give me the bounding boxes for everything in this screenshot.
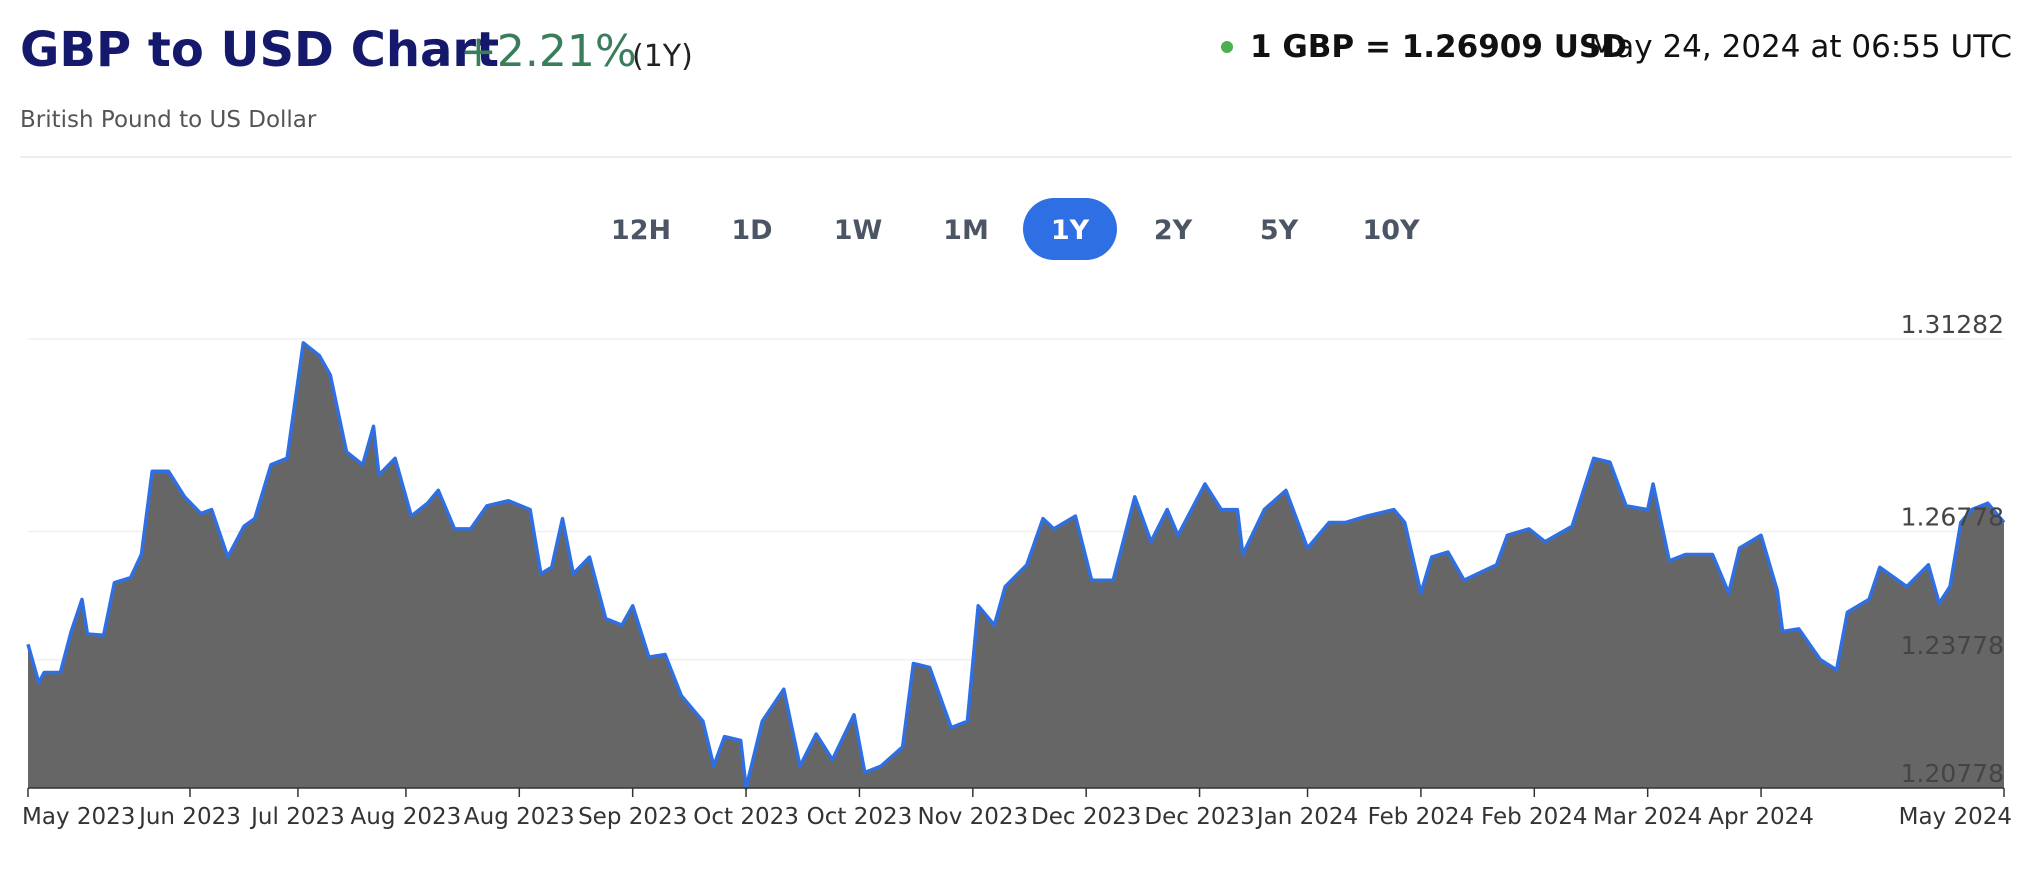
x-tick-label: Oct 2023 (693, 804, 799, 830)
y-tick-label: 1.26778 (1901, 503, 2004, 532)
x-tick-label: Oct 2023 (807, 804, 913, 830)
x-tick-label: Aug 2023 (351, 804, 462, 830)
range-button-label: 1D (731, 215, 772, 246)
page-title: GBP to USD Chart (20, 22, 499, 78)
rate-quote: 1 GBP = 1.26909 USD (1250, 29, 1627, 65)
range-button[interactable]: 10Y (1362, 215, 1420, 246)
y-tick-label: 1.23778 (1901, 631, 2004, 660)
range-button[interactable]: 1D (731, 215, 772, 246)
range-button-label: 12H (611, 215, 671, 246)
x-tick-label: Apr 2024 (1708, 804, 1814, 830)
range-button-label: 1W (834, 215, 883, 246)
x-tick-label: Jan 2024 (1255, 804, 1358, 830)
x-tick-label: Sep 2023 (578, 804, 687, 830)
range-button-label: 2Y (1154, 215, 1193, 246)
x-tick-label: Dec 2023 (1144, 804, 1254, 830)
x-tick-label: May 2024 (1899, 804, 2012, 830)
x-tick-label: Jul 2023 (249, 804, 345, 830)
range-button[interactable]: 5Y (1260, 215, 1299, 246)
range-button-label: 5Y (1260, 215, 1299, 246)
x-tick-label: Dec 2023 (1031, 804, 1141, 830)
range-button[interactable]: 12H (611, 215, 671, 246)
plot: 1.20778 1.23778 1.26778 1.31282 May 2023 Jun … (22, 310, 2012, 830)
status-dot (1221, 41, 1233, 53)
range-button[interactable]: 2Y (1154, 215, 1193, 246)
period: (1Y) (632, 39, 693, 74)
x-tick-label: Aug 2023 (464, 804, 575, 830)
range-button[interactable]: 1M (943, 215, 989, 246)
range-buttons: 12H 1D 1W 1M 1Y 2Y 5Y 10Y (611, 198, 1420, 260)
y-tick-label: 1.20778 (1901, 759, 2004, 788)
range-button-label: 1M (943, 215, 989, 246)
x-tick-label: Mar 2024 (1593, 804, 1702, 830)
rate-timestamp: May 24, 2024 at 06:55 UTC (1589, 29, 2013, 65)
x-tick-label: Jun 2023 (137, 804, 241, 830)
change: +2.21% (460, 26, 637, 77)
x-tick-label: May 2023 (22, 804, 135, 830)
x-tick-label: Feb 2024 (1481, 804, 1588, 830)
x-tick-label: Feb 2024 (1368, 804, 1475, 830)
range-button[interactable]: 1Y (1023, 198, 1117, 260)
x-tick-label: Nov 2023 (917, 804, 1028, 830)
range-button-label: 1Y (1051, 215, 1090, 246)
range-button-label: 10Y (1362, 215, 1420, 246)
line (26, 341, 2006, 790)
area (28, 342, 2004, 788)
subtitle: British Pound to US Dollar (20, 107, 317, 133)
y-tick-label: 1.31282 (1901, 310, 2004, 339)
range-button[interactable]: 1W (834, 215, 883, 246)
range-button-bg (1023, 198, 1117, 260)
